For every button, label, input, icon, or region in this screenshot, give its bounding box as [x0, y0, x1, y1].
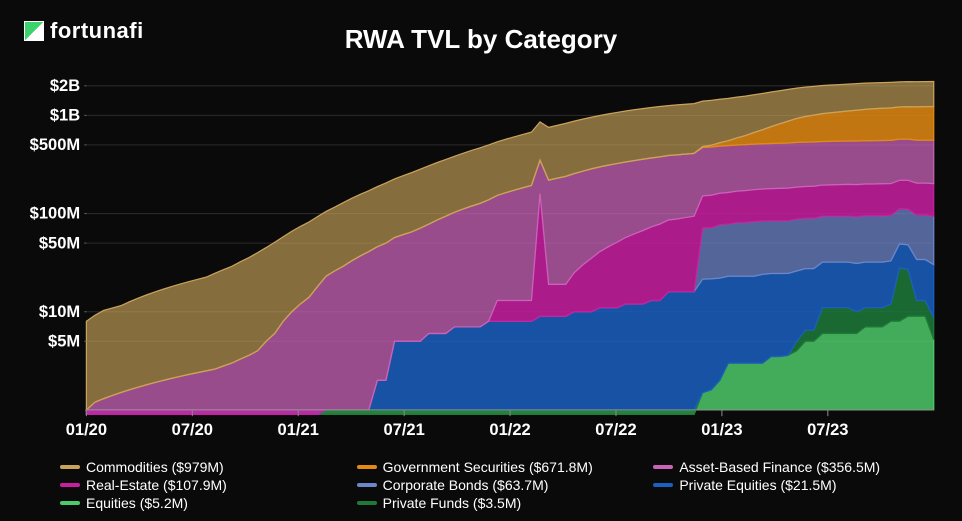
svg-text:01/20: 01/20 [66, 420, 107, 439]
legend-label: Real-Estate ($107.9M) [86, 477, 227, 493]
legend-label: Government Securities ($671.8M) [383, 459, 593, 475]
legend-label: Commodities ($979M) [86, 459, 224, 475]
legend-label: Private Equities ($21.5M) [679, 477, 836, 493]
svg-text:$100M: $100M [30, 204, 81, 223]
legend-swatch-icon [357, 483, 377, 487]
chart-card: fortunafi RWA TVL by Category $5M$10M$50… [0, 0, 962, 521]
legend-swatch-icon [60, 483, 80, 487]
svg-text:$50M: $50M [39, 233, 80, 252]
legend-item: Equities ($5.2M) [60, 495, 349, 511]
svg-text:$10M: $10M [39, 302, 80, 321]
legend-swatch-icon [60, 501, 80, 505]
svg-text:01/21: 01/21 [278, 420, 319, 439]
legend-swatch-icon [357, 465, 377, 469]
svg-text:$500M: $500M [30, 135, 81, 154]
legend-item: Real-Estate ($107.9M) [60, 477, 349, 493]
legend-label: Equities ($5.2M) [86, 495, 188, 511]
svg-text:07/22: 07/22 [595, 420, 636, 439]
legend-label: Asset-Based Finance ($356.5M) [679, 459, 880, 475]
legend-item: Asset-Based Finance ($356.5M) [653, 459, 942, 475]
legend-swatch-icon [357, 501, 377, 505]
legend-item: Government Securities ($671.8M) [357, 459, 646, 475]
legend-label: Private Funds ($3.5M) [383, 495, 522, 511]
legend-item: Corporate Bonds ($63.7M) [357, 477, 646, 493]
legend-swatch-icon [653, 483, 673, 487]
legend-swatch-icon [653, 465, 673, 469]
svg-text:07/23: 07/23 [807, 420, 848, 439]
svg-text:01/22: 01/22 [489, 420, 530, 439]
svg-text:01/23: 01/23 [701, 420, 742, 439]
legend-label: Corporate Bonds ($63.7M) [383, 477, 549, 493]
svg-text:$2B: $2B [50, 76, 80, 95]
svg-text:$1B: $1B [50, 106, 80, 125]
chart-plot-area: $5M $10M $50M $100M $500M $1B $2B 01/20 07/20 01/… [12, 68, 942, 441]
svg-text:07/21: 07/21 [383, 420, 424, 439]
area-chart-svg: $5M $10M $50M $100M $500M $1B $2B 01/20 07/20 01/… [12, 68, 942, 441]
svg-text:07/20: 07/20 [172, 420, 213, 439]
chart-title: RWA TVL by Category [0, 24, 962, 55]
legend-item: Private Equities ($21.5M) [653, 477, 942, 493]
legend-item: Commodities ($979M) [60, 459, 349, 475]
chart-legend: Commodities ($979M) Government Securities… [60, 459, 942, 511]
svg-text:$5M: $5M [48, 331, 80, 350]
legend-swatch-icon [60, 465, 80, 469]
legend-item: Private Funds ($3.5M) [357, 495, 646, 511]
